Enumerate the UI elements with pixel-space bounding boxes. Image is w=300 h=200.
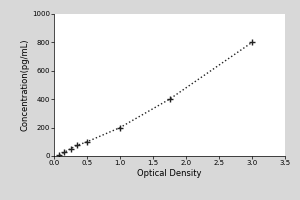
Y-axis label: Concentration(pg/mL): Concentration(pg/mL) — [20, 39, 29, 131]
X-axis label: Optical Density: Optical Density — [137, 169, 202, 178]
